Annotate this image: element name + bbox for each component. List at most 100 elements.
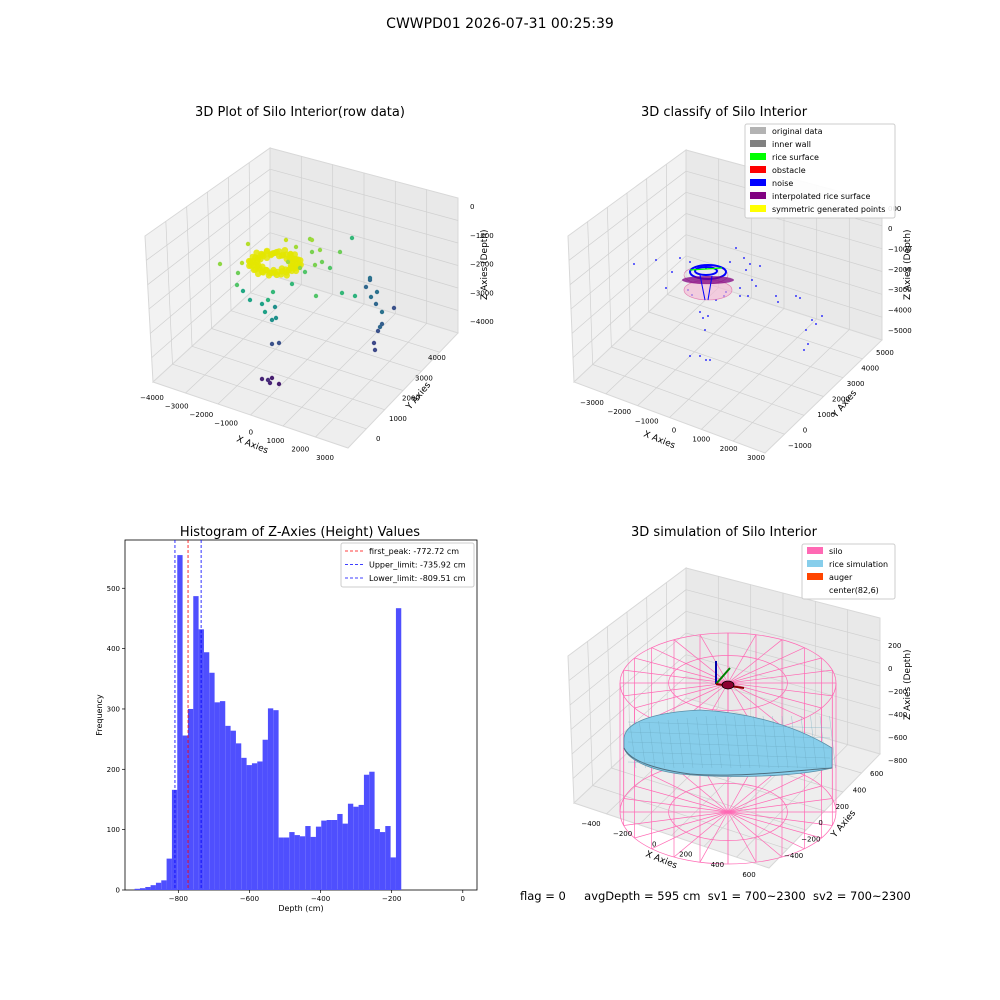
- data-point: [254, 261, 262, 268]
- data-point: [256, 265, 263, 272]
- data-point: [287, 250, 294, 258]
- silo-floor-spoke: [651, 811, 729, 850]
- histogram-bar: [337, 813, 343, 890]
- simulation-x-tick-label: 600: [742, 871, 755, 879]
- classify-y-ticks: −1000 0 1000 2000 3000 4000 5000: [788, 349, 894, 450]
- raw-z-tick-label: −1000: [470, 232, 494, 240]
- histogram-bar: [209, 672, 215, 890]
- simulation-y-tick-label: 0: [818, 819, 822, 827]
- data-point: [286, 255, 293, 262]
- gridline: [646, 178, 650, 313]
- silo-bottom-ring: [668, 783, 788, 841]
- data-point: [273, 248, 280, 256]
- classify-panel-title: 3D classify of Silo Interior: [641, 105, 808, 120]
- noise-point: [725, 291, 727, 293]
- gridline: [667, 294, 863, 360]
- histogram-bar: [347, 803, 354, 890]
- x-tick-label: −400: [311, 895, 330, 903]
- data-point: [282, 266, 289, 273]
- gridline: [638, 716, 751, 825]
- simulation-z-tick-label: −600: [888, 734, 907, 742]
- histogram-bar: [166, 858, 172, 890]
- silo-floor-spoke: [727, 798, 833, 813]
- histogram-bar: [219, 701, 226, 890]
- noise-point: [815, 323, 817, 325]
- gridline: [626, 611, 631, 751]
- raw-x-tick-label: 1000: [267, 437, 285, 445]
- data-point: [268, 269, 275, 276]
- gridline: [571, 654, 687, 755]
- classify-y-label: Y Axies: [830, 388, 859, 420]
- gridline: [606, 626, 612, 769]
- simulation-y-label: Y Axies: [829, 808, 858, 840]
- data-point: [297, 265, 303, 271]
- gridline: [665, 582, 668, 716]
- gridline: [172, 363, 367, 430]
- gridline: [606, 207, 612, 348]
- histogram-bar: [214, 702, 220, 890]
- simulation-gridlines: [568, 576, 881, 858]
- gridline: [671, 725, 784, 836]
- data-point: [278, 252, 285, 259]
- silo-floor-spoke: [727, 761, 757, 813]
- data-point: [337, 249, 343, 255]
- silo-roof-spoke: [623, 682, 729, 697]
- gridline: [568, 170, 687, 261]
- gridline: [282, 313, 396, 427]
- data-point: [313, 293, 319, 299]
- data-point: [367, 277, 373, 283]
- histogram-bar: [257, 761, 263, 890]
- silo-roof-spoke: [673, 682, 729, 727]
- raw-z-tick-label: 0: [470, 203, 474, 211]
- data-point: [258, 250, 265, 258]
- x-tick-label: −200: [382, 895, 401, 903]
- gridline: [685, 654, 881, 710]
- silo-roof-spoke: [634, 682, 729, 709]
- raw-y-tick-label: 1000: [389, 415, 407, 423]
- classify-x-ticks: −3000−2000 −1000 0 1000 2000 3000: [580, 399, 765, 462]
- histogram-plot-area: [124, 539, 478, 891]
- raw-x-tick-label: 2000: [291, 445, 309, 453]
- gridline: [227, 177, 232, 311]
- silo-floor-spoke: [623, 798, 729, 813]
- gridline: [701, 318, 817, 430]
- rice-mesh-line: [772, 715, 779, 769]
- classify-legend-label: noise: [772, 179, 793, 188]
- classify-z-tick-label: −1000: [888, 245, 912, 253]
- raw-z-ticks: 0 −1000 −2000 −3000 −4000: [470, 203, 494, 326]
- noise-point: [705, 267, 707, 269]
- data-point: [259, 263, 266, 270]
- data-point: [260, 252, 267, 259]
- gridline: [685, 213, 883, 272]
- data-point: [240, 288, 246, 294]
- y-tick-label: 100: [107, 826, 120, 834]
- data-point: [278, 268, 285, 275]
- data-point: [309, 237, 315, 243]
- classify-x-label: X Axies: [642, 430, 677, 452]
- data-point: [255, 254, 262, 262]
- silo-top-rim: [619, 632, 837, 734]
- histogram-bar: [369, 771, 375, 890]
- data-point: [263, 254, 270, 261]
- gridline: [250, 292, 440, 353]
- data-point: [379, 309, 385, 315]
- simulation-legend-swatch: [807, 560, 823, 567]
- data-point: [312, 262, 318, 268]
- data-point: [259, 376, 265, 382]
- data-point: [319, 259, 325, 265]
- silo-floor-spoke: [727, 811, 805, 850]
- rice-mesh-line: [627, 751, 831, 759]
- silo-roof-spoke: [727, 682, 833, 697]
- gridline: [637, 297, 752, 406]
- silo-roof-spoke: [651, 647, 729, 684]
- gridline: [685, 610, 881, 664]
- classify-x-tick-label: 3000: [747, 454, 765, 462]
- simulation-z-tick-label: −200: [888, 688, 907, 696]
- histogram-bar: [262, 739, 268, 890]
- data-point: [259, 301, 265, 307]
- gridline: [606, 707, 719, 815]
- classify-y-tick-label: 5000: [876, 349, 894, 357]
- simulation-panel-title: 3D simulation of Silo Interior: [631, 525, 818, 540]
- data-point: [379, 321, 385, 327]
- data-point: [289, 259, 296, 266]
